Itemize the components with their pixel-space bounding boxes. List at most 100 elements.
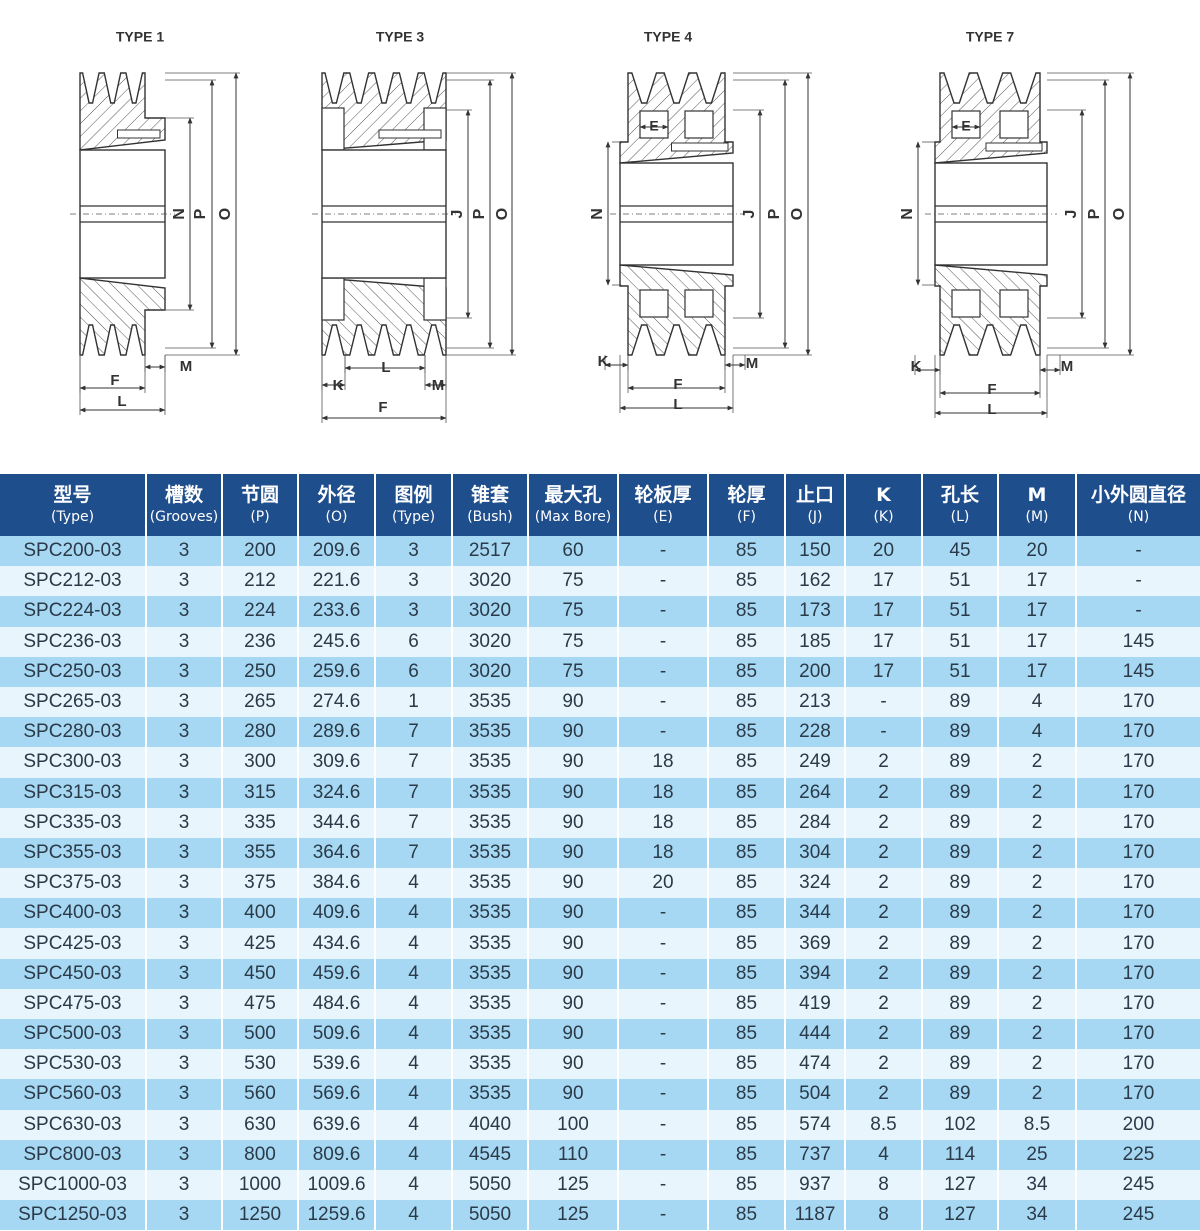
- table-cell: 2: [998, 807, 1077, 838]
- table-cell: 3: [146, 656, 223, 687]
- table-cell: 394: [785, 958, 846, 989]
- table-row: SPC375-03 3 375 384.6 4 3535 90 20 85 324 2 89 2 170: [0, 868, 1200, 899]
- column-header: 节圆 (P): [222, 474, 299, 536]
- table-cell: 3: [146, 1169, 223, 1201]
- dimension-label-p: P: [471, 208, 488, 219]
- table-cell: 90: [528, 717, 619, 748]
- column-header: M (M): [998, 474, 1077, 536]
- table-cell: SPC1250-03: [0, 1200, 147, 1231]
- table-cell: -: [618, 1049, 709, 1080]
- table-cell: 3: [146, 1139, 223, 1170]
- table-row: SPC475-03 3 475 484.6 4 3535 90-85 419 2 89 2 170: [0, 988, 1200, 1019]
- table-cell: 85: [708, 898, 786, 929]
- diagram-title: TYPE 1: [116, 29, 164, 45]
- hatched-section: [79, 277, 166, 356]
- table-cell: 3020: [452, 626, 529, 657]
- table-cell: 3535: [452, 686, 529, 718]
- table-cell: 89: [922, 686, 999, 718]
- table-cell: 170: [1076, 1019, 1200, 1050]
- table-cell: 85: [708, 686, 786, 718]
- table-cell: 18: [618, 837, 709, 869]
- table-cell: 90: [528, 1079, 619, 1110]
- table-row: SPC200-03 3 200 209.6 3 2517 60-85 150 20 45 20-: [0, 536, 1200, 567]
- table-cell: -: [845, 717, 923, 748]
- table-cell: 233.6: [298, 596, 376, 627]
- table-cell: 4: [375, 868, 453, 899]
- table-cell: 200: [222, 536, 299, 567]
- table-cell: 259.6: [298, 656, 376, 687]
- column-header-zh: 型号: [53, 483, 92, 506]
- table-cell: 3: [146, 1019, 223, 1050]
- table-cell: 3: [375, 596, 453, 627]
- column-header: 锥套 (Bush): [452, 474, 529, 536]
- table-cell: -: [618, 656, 709, 687]
- table-cell: 2: [998, 837, 1077, 869]
- column-header: 图例 (Type): [375, 474, 453, 536]
- column-header: 轮厚 (F): [708, 474, 786, 536]
- table-cell: 127: [922, 1200, 999, 1231]
- hatched-section: [934, 72, 1048, 164]
- table-cell: 375: [222, 868, 299, 899]
- table-cell: SPC400-03: [0, 898, 147, 929]
- table-cell: 8.5: [845, 1109, 923, 1140]
- table-cell: 4: [845, 1139, 923, 1170]
- table-cell: 4: [375, 1049, 453, 1080]
- table-cell: 4: [375, 1139, 453, 1170]
- dimension-label-o: O: [217, 208, 234, 220]
- table-cell: SPC335-03: [0, 807, 147, 838]
- table-cell: 51: [922, 566, 999, 597]
- table-cell: 2: [998, 1079, 1077, 1110]
- table-cell: 3020: [452, 596, 529, 627]
- table-row: SPC355-03 3 355 364.6 7 3535 90 18 85 304 2 89 2 170: [0, 837, 1200, 869]
- dimension-label-n: N: [589, 208, 606, 220]
- table-cell: SPC800-03: [0, 1139, 147, 1170]
- table-cell: 315: [222, 777, 299, 808]
- table-cell: -: [618, 898, 709, 929]
- table-cell: 3: [146, 566, 223, 597]
- table-cell: -: [618, 1169, 709, 1201]
- column-header-en: (Grooves): [149, 509, 219, 526]
- table-row: SPC500-03 3 500 509.6 4 3535 90-85 444 2 89 2 170: [0, 1019, 1200, 1050]
- table-cell: 1000: [222, 1169, 299, 1201]
- table-cell: 89: [922, 988, 999, 1019]
- dimension-label-l: L: [673, 396, 682, 413]
- table-row: SPC530-03 3 530 539.6 4 3535 90-85 474 2 89 2 170: [0, 1049, 1200, 1080]
- table-cell: 3: [375, 566, 453, 597]
- table-cell: 324.6: [298, 777, 376, 808]
- column-header-en: (L): [950, 509, 970, 526]
- column-header-en: (K): [873, 509, 894, 526]
- table-cell: 249: [785, 747, 846, 778]
- table-cell: 2: [845, 807, 923, 838]
- column-header-en: (J): [807, 509, 823, 526]
- dimension-label-j: J: [741, 210, 758, 219]
- table-cell: SPC475-03: [0, 988, 147, 1019]
- table-cell: 200: [1076, 1109, 1200, 1140]
- table-cell: 2: [998, 777, 1077, 808]
- table-cell: 17: [845, 566, 923, 597]
- table-header-row: 型号 (Type) 槽数 (Grooves) 节圆 (P) 外径 (O) 图例 (Type) 锥套 (…: [0, 474, 1200, 536]
- pulley-diagram-type-4: TYPE 4 N J P O K M FL E: [589, 29, 812, 413]
- dimension-label-l: L: [987, 401, 996, 418]
- table-cell: 20: [618, 868, 709, 899]
- table-cell: 245.6: [298, 626, 376, 657]
- table-cell: 3: [146, 988, 223, 1019]
- dimension-label-l: L: [117, 393, 126, 410]
- table-cell: 127: [922, 1169, 999, 1201]
- table-cell: 3: [146, 1109, 223, 1140]
- table-cell: 4: [375, 988, 453, 1019]
- table-cell: 530: [222, 1049, 299, 1080]
- dimension-label-n: N: [171, 208, 188, 220]
- column-header: K (K): [845, 474, 923, 536]
- table-row: SPC425-03 3 425 434.6 4 3535 90-85 369 2 89 2 170: [0, 928, 1200, 959]
- dimension-label-f: F: [110, 372, 119, 389]
- column-header-zh: K: [876, 483, 891, 506]
- table-cell: 34: [998, 1200, 1077, 1231]
- dimension-label-m: M: [432, 377, 445, 394]
- table-row: SPC560-03 3 560 569.6 4 3535 90-85 504 2 89 2 170: [0, 1079, 1200, 1110]
- table-cell: 300: [222, 747, 299, 778]
- dimension-label-o: O: [789, 208, 806, 220]
- table-cell: -: [618, 1139, 709, 1170]
- table-cell: 60: [528, 536, 619, 567]
- table-cell: 145: [1076, 656, 1200, 687]
